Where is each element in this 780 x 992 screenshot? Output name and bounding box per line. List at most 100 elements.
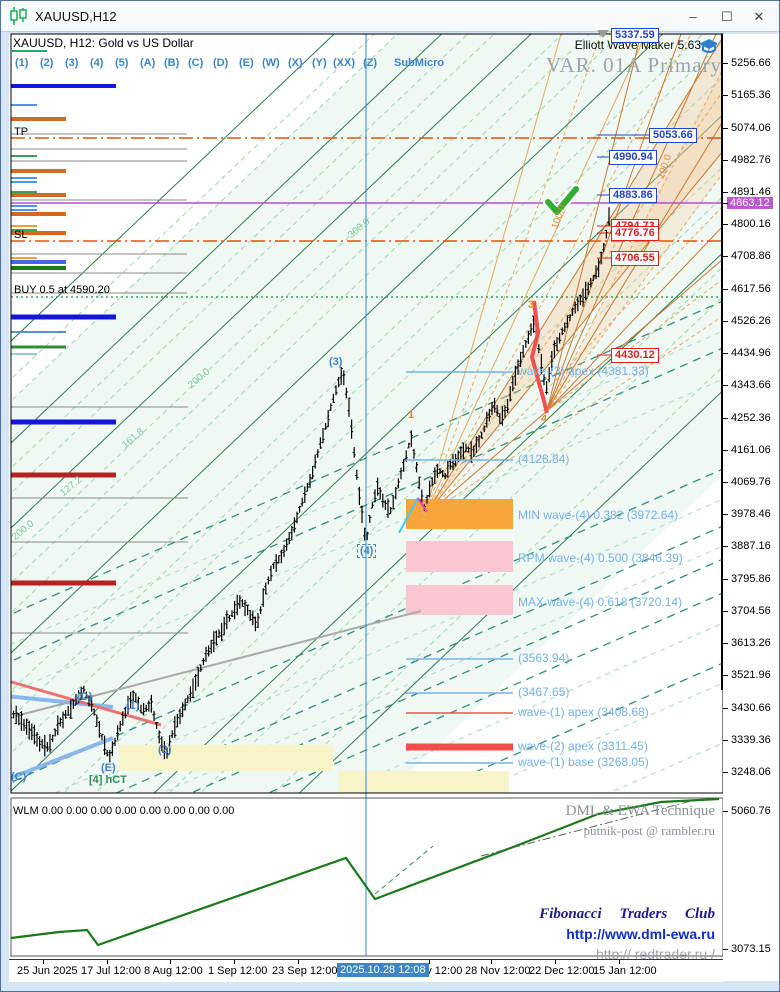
price-tick-5074.06: 5074.06 xyxy=(731,122,771,134)
price-level-box-5053.66[interactable]: 5053.66 xyxy=(649,128,697,143)
legend-bar xyxy=(11,209,37,211)
wave-tool-Z[interactable]: (Z) xyxy=(363,57,378,69)
top-price-box[interactable]: 5337.59 xyxy=(611,28,659,43)
time-axis[interactable]: 25 Jun 2025 17 Jul 12:00 8 Aug 12:00 1 Sep … xyxy=(9,959,723,982)
price-tick-3339.36: 3339.36 xyxy=(731,734,771,746)
legend-bar xyxy=(11,160,187,162)
price-tick-3887.16: 3887.16 xyxy=(731,540,771,552)
wave-label-1: (1) xyxy=(126,700,140,712)
red-trendline xyxy=(11,680,162,727)
price-tick-4252.36: 4252.36 xyxy=(731,412,771,424)
legend-bar xyxy=(11,148,187,150)
price-tick-4800.16: 4800.16 xyxy=(731,218,771,230)
min-wave4-zone xyxy=(406,499,513,529)
minimize-button[interactable]: – xyxy=(689,9,697,24)
wave-tool-SubMicro[interactable]: SubMicro xyxy=(394,57,445,69)
legend-bar xyxy=(11,177,37,179)
credit-text: DML & EWA Technique putnik-post @ ramble… xyxy=(566,801,715,841)
credit-line1: DML & EWA Technique xyxy=(565,803,715,819)
price-tick-3430.66: 3430.66 xyxy=(731,702,771,714)
annotation-658: (3563.94) xyxy=(518,651,570,665)
legend-bar xyxy=(11,212,66,216)
wave-tool-B[interactable]: (B) xyxy=(164,57,180,69)
price-tick-4891.46: 4891.46 xyxy=(731,186,771,198)
time-label: 15 Jan 12:00 xyxy=(593,965,657,977)
wave-tool-Y[interactable]: (Y) xyxy=(312,57,327,69)
price-tick-5165.36: 5165.36 xyxy=(731,89,771,101)
price-level-box-4990.94[interactable]: 4990.94 xyxy=(609,150,657,165)
legend-bar xyxy=(11,225,37,227)
wave-tool-E[interactable]: (E) xyxy=(239,57,254,69)
wave-tool-W[interactable]: (W) xyxy=(262,57,280,69)
redtrader-url[interactable]: http:// redtrader.ru / xyxy=(595,946,715,962)
wave-tool-XX[interactable]: (XX) xyxy=(333,57,355,69)
indicator-name: WLM 0.00 0.00 0.00 0.00 0.00 0.00 0.00 0… xyxy=(13,805,235,817)
price-tick-3704.56: 3704.56 xyxy=(731,605,771,617)
legend-bar xyxy=(11,580,116,586)
price-level-box-4883.86[interactable]: 4883.86 xyxy=(609,188,657,203)
legend-bar xyxy=(11,292,187,294)
time-label: 28 Nov 12:00 xyxy=(465,965,531,977)
legend-bar xyxy=(11,104,37,106)
price-tick-4708.86: 4708.86 xyxy=(731,250,771,262)
credit-line2: putnik-post @ rambler.ru xyxy=(583,823,715,838)
wave-tool-X[interactable]: (X) xyxy=(288,57,303,69)
legend-bar xyxy=(11,231,66,235)
subwindow-scale-bottom: 3073.15 xyxy=(731,943,771,955)
price-tick-3978.46: 3978.46 xyxy=(731,508,771,520)
title-bar[interactable]: XAUUSD,H12 – ☐ ✕ xyxy=(1,1,779,32)
wave-tool-A[interactable]: (A) xyxy=(140,57,156,69)
annotation-515: MIN wave-(4) 0.382 (3972.64) xyxy=(518,508,679,522)
legend-bar xyxy=(11,632,188,634)
time-label: 23 Sep 12:00 xyxy=(272,965,338,977)
legend-bar xyxy=(11,253,187,255)
wave-tool-4[interactable]: (4) xyxy=(90,57,104,69)
annotation-602: MAX wave-(4) 0.618 (3720.14) xyxy=(518,595,683,609)
legend-bar xyxy=(11,345,66,349)
wave-label-3: 3 xyxy=(528,299,535,311)
wave-tool-3[interactable]: (3) xyxy=(65,57,79,69)
legend-bar xyxy=(11,406,188,408)
legend-bar xyxy=(11,169,66,173)
time-label: 17 Jul 12:00 xyxy=(81,965,141,977)
legend-bar xyxy=(11,155,37,157)
max-wave4-zone xyxy=(406,585,513,615)
maximize-button[interactable]: ☐ xyxy=(721,9,733,24)
legend-bar xyxy=(11,229,37,231)
price-level-box-4706.55[interactable]: 4706.55 xyxy=(611,251,659,266)
price-tick-3248.06: 3248.06 xyxy=(731,766,771,778)
price-level-box-4430.12[interactable]: 4430.12 xyxy=(611,348,659,363)
wave-tool-5[interactable]: (5) xyxy=(115,57,129,69)
wave-label-C: (C) xyxy=(11,771,27,783)
symbol-description: XAUUSD, H12: Gold vs US Dollar xyxy=(13,36,194,50)
wave-label-4: (4) xyxy=(357,544,377,558)
price-tick-3521.96: 3521.96 xyxy=(731,669,771,681)
time-label: 1 Sep 12:00 xyxy=(208,965,268,977)
price-tick-3613.26: 3613.26 xyxy=(731,637,771,649)
annotation-459: (4128.84) xyxy=(518,452,570,466)
legend-bar xyxy=(11,205,37,207)
sl-label: SL xyxy=(14,229,28,241)
rpm-wave4-zone xyxy=(406,541,513,572)
red-wave-zigzag xyxy=(529,300,549,414)
legend-bar xyxy=(11,257,37,259)
chart-canvas[interactable]: XAUUSD, H12: Gold vs US Dollar (1) (2) (3)… xyxy=(9,28,771,981)
time-label: 8 Aug 12:00 xyxy=(144,965,203,977)
legend-bar xyxy=(11,181,37,183)
wave-tool-1[interactable]: (1) xyxy=(15,57,29,69)
gray-trendline xyxy=(15,610,422,717)
green-check-icon xyxy=(545,186,579,215)
price-axis[interactable]: 5256.66 5165.36 5074.06 4982.76 4891.46 4800.… xyxy=(723,34,779,981)
dml-ewa-url[interactable]: http://www.dml-ewa.ru xyxy=(566,926,715,942)
price-tick-4982.76: 4982.76 xyxy=(731,154,771,166)
wave-tool-C[interactable]: (C) xyxy=(188,57,204,69)
wave-tool-2[interactable]: (2) xyxy=(40,57,54,69)
buy-order-label: BUY 0.5 at 4590.20 xyxy=(14,284,110,296)
annotation-558: RPM wave-(4) 0.500 (3846.39) xyxy=(518,551,683,565)
price-level-box-4776.76[interactable]: 4776.76 xyxy=(611,226,659,241)
wave-tool-D[interactable]: (D) xyxy=(213,57,229,69)
close-button[interactable]: ✕ xyxy=(753,9,765,24)
